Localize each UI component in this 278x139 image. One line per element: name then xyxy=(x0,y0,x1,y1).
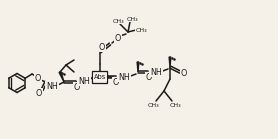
Text: CH₃: CH₃ xyxy=(112,18,124,23)
Text: CH₃: CH₃ xyxy=(126,17,138,22)
Text: O: O xyxy=(36,89,42,97)
Text: O: O xyxy=(35,74,41,83)
Polygon shape xyxy=(59,72,64,82)
Text: CH₃: CH₃ xyxy=(147,102,159,107)
Text: CH₃: CH₃ xyxy=(169,102,181,107)
Text: NH: NH xyxy=(150,68,162,76)
Text: NH: NH xyxy=(118,73,130,81)
Text: NH: NH xyxy=(46,81,58,90)
Polygon shape xyxy=(169,57,171,67)
FancyBboxPatch shape xyxy=(93,71,108,83)
Text: O: O xyxy=(74,83,80,91)
Text: O: O xyxy=(99,43,105,52)
Text: NH: NH xyxy=(78,76,90,85)
Text: CH₃: CH₃ xyxy=(135,28,147,33)
Text: O: O xyxy=(115,33,121,43)
Text: O: O xyxy=(146,73,152,81)
Text: O: O xyxy=(181,69,187,78)
Text: Abs: Abs xyxy=(94,74,106,80)
Text: O: O xyxy=(113,78,119,86)
Polygon shape xyxy=(137,62,139,72)
